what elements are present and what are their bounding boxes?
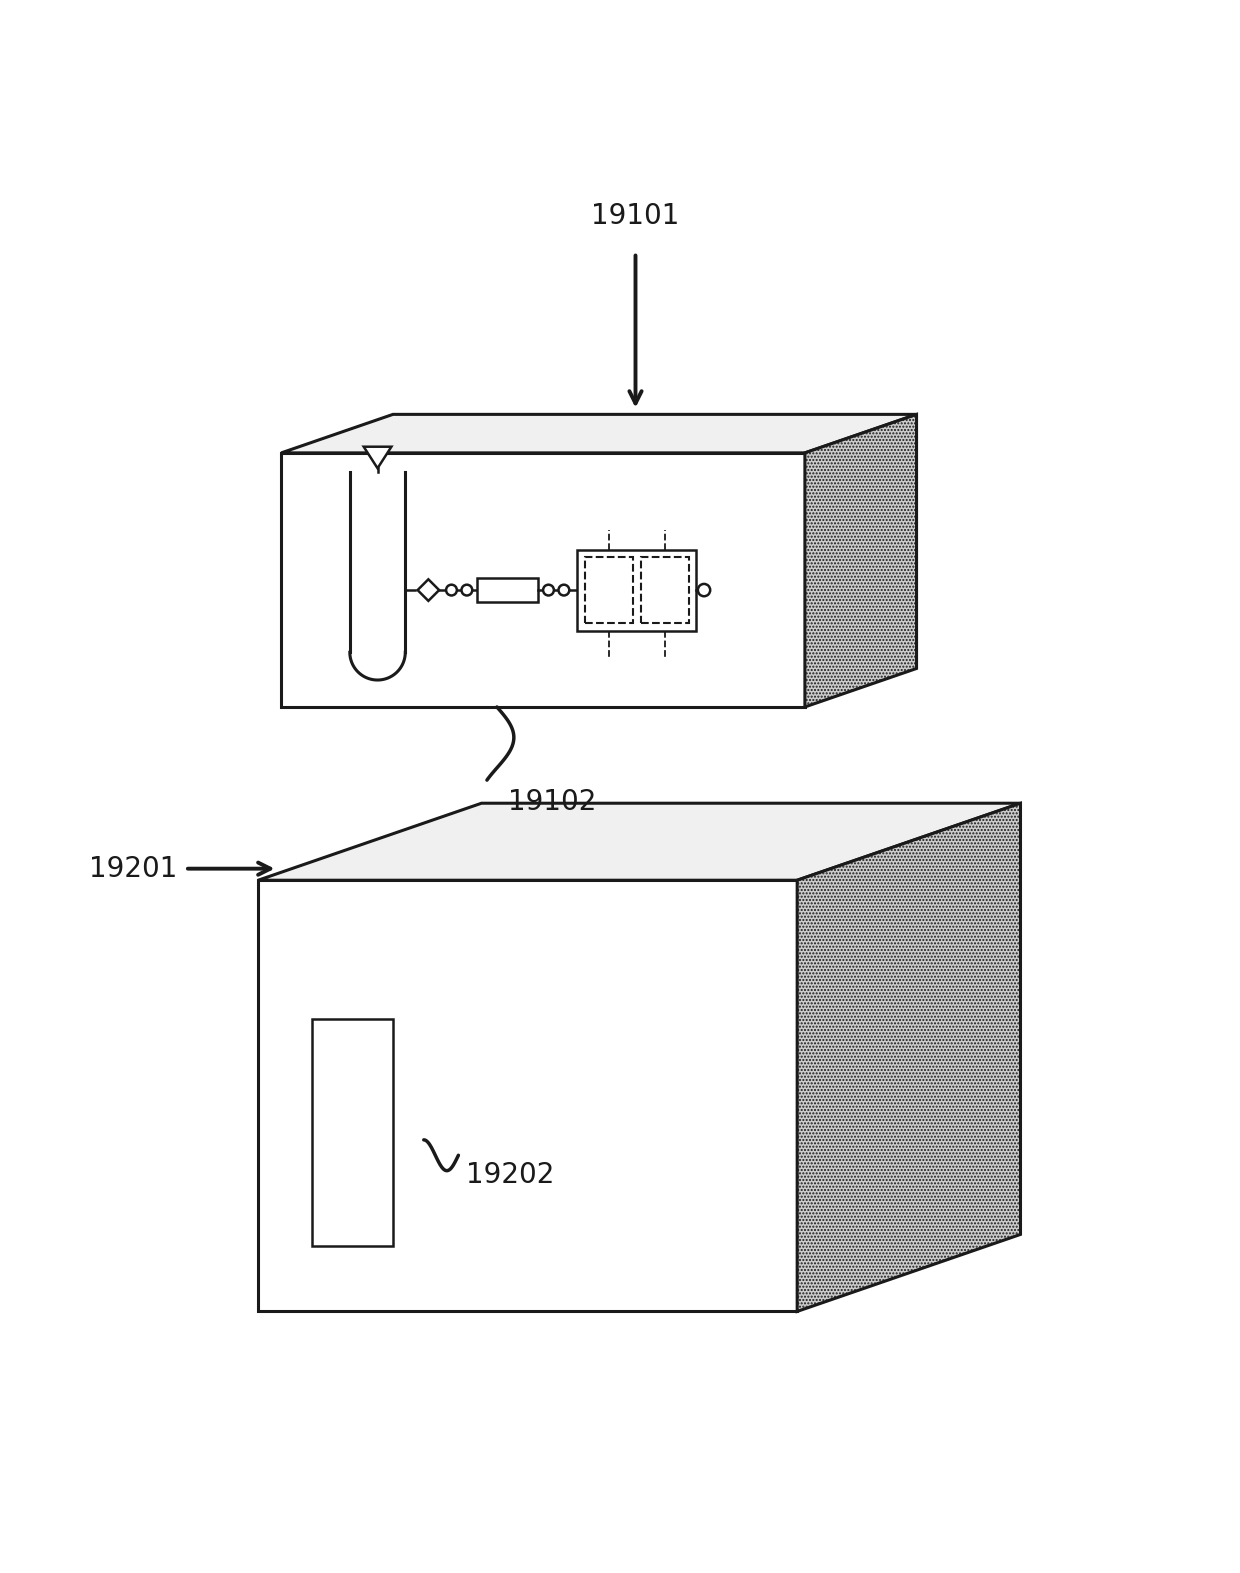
Text: 19202: 19202 [466,1161,554,1189]
Bar [585,557,632,623]
Polygon shape [258,881,797,1312]
Bar [641,557,688,623]
Circle shape [461,585,472,596]
Polygon shape [258,804,1021,881]
Bar [577,549,697,631]
Polygon shape [418,579,439,601]
Circle shape [698,584,711,596]
Bar [477,577,538,602]
Circle shape [558,585,569,596]
Text: 19102: 19102 [508,788,596,816]
Polygon shape [281,453,805,706]
Polygon shape [797,804,1021,1312]
Polygon shape [805,414,916,706]
Circle shape [446,585,456,596]
Circle shape [543,585,554,596]
Text: 19201: 19201 [89,854,177,882]
Polygon shape [363,447,392,469]
Polygon shape [281,414,916,453]
Bar [312,1019,393,1246]
Text: 19101: 19101 [591,201,680,230]
